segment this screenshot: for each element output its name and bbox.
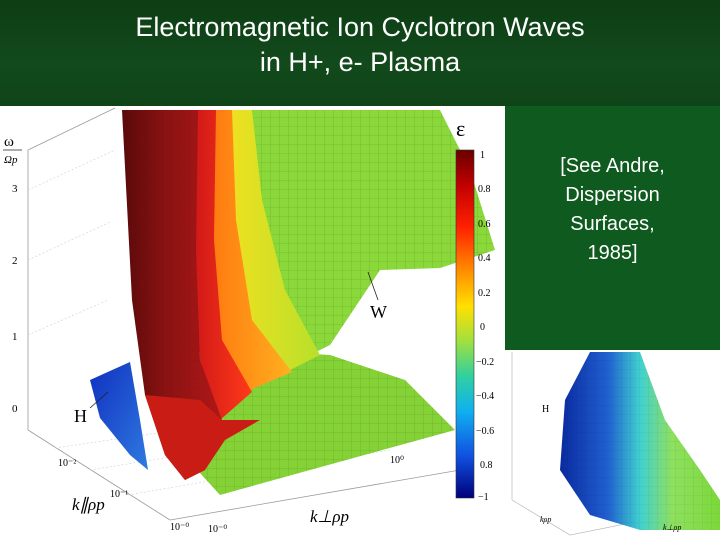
dark-red-wall-mesh xyxy=(122,110,222,480)
title-line-2: in H+, e- Plasma xyxy=(259,47,461,77)
citation-line-2: Dispersion xyxy=(565,184,660,206)
ytick-1: 1 xyxy=(12,331,18,343)
xtick-kpar-3: 10⁻⁰ xyxy=(170,522,189,533)
title-line-1: Electromagnetic Ion Cyclotron Waves xyxy=(135,12,585,42)
ytick-2: 2 xyxy=(12,255,18,267)
blue-surface-h xyxy=(90,362,148,470)
title-bar xyxy=(0,0,720,106)
main-grid xyxy=(27,149,391,496)
colorbar-tick-0.8: 0.8 xyxy=(478,184,491,195)
kpar-axis-label: k∥ρp xyxy=(72,495,105,514)
citation-line-3: Surfaces, xyxy=(570,213,655,235)
xtick-kpar-1: 10⁻² xyxy=(58,458,76,469)
ytick-0: 0 xyxy=(12,403,18,415)
branch-h-pointer xyxy=(89,391,109,409)
yaxis-label-omega-p: Ωp xyxy=(4,154,18,166)
colorbar-tick-neg-0.6: −0.6 xyxy=(476,426,494,437)
inset-kperp-label: k⊥ρp xyxy=(663,523,681,532)
citation-panel xyxy=(505,106,720,350)
colorbar-tick-neg-0.2: −0.2 xyxy=(476,357,494,368)
colorbar-tick-0.2: 0.2 xyxy=(478,288,491,299)
inset-kpar-label: kρp xyxy=(540,515,551,524)
branch-label-h: H xyxy=(74,406,87,426)
branch-w-pointer xyxy=(367,271,379,301)
colorbar-label-epsilon: ε xyxy=(456,116,465,141)
yaxis-label-omega: ω xyxy=(4,134,14,150)
kperp-axis-label: k⊥ρp xyxy=(310,507,349,526)
colorbar-tick-0: 0 xyxy=(480,322,485,333)
colorbar xyxy=(455,149,475,499)
colorbar-tick-neg-1: −1 xyxy=(478,492,489,503)
red-front-curve xyxy=(145,395,260,480)
citation-line-4: 1985] xyxy=(587,242,638,264)
colorbar-tick-1: 1 xyxy=(480,150,485,161)
green-surface-back-mesh xyxy=(236,110,495,360)
branch-label-w: W xyxy=(370,302,387,322)
main-axis-box xyxy=(27,107,461,521)
xtick-kperp-1: 10⁻⁰ xyxy=(208,524,227,535)
xtick-kperp-2: 10⁰ xyxy=(390,455,404,466)
ytick-3: 3 xyxy=(12,183,18,195)
orange-band xyxy=(212,110,292,390)
colorbar-tick-0.4: 0.4 xyxy=(478,253,491,264)
inset-branch-label-h: H xyxy=(542,404,549,415)
xtick-kpar-2: 10⁻¹ xyxy=(110,489,128,500)
inset-surface-mesh xyxy=(560,352,720,530)
citation-line-1: [See Andre, xyxy=(560,155,665,177)
red-band xyxy=(194,110,252,420)
colorbar-tick-0.6: 0.6 xyxy=(478,219,491,230)
citation-text: [See Andre, Dispersion Surfaces, 1985] xyxy=(520,152,705,268)
dispersion-figure: ω Ωp 3 2 1 0 10⁻² 10⁻¹ 10⁻⁰ 10⁻⁰ 10⁰ k∥ρ… xyxy=(3,107,720,536)
colorbar-tick-neg-0.8: 0.8 xyxy=(480,460,493,471)
colorbar-tick-neg-0.4: −0.4 xyxy=(476,391,494,402)
slide-title: Electromagnetic Ion Cyclotron Waves in H… xyxy=(60,10,660,80)
